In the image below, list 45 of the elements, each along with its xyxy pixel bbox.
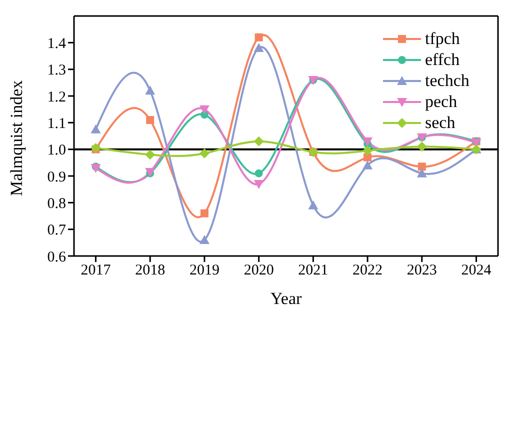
x-tick-label: 2024 (461, 262, 492, 279)
point (90, 124, 101, 134)
y-tick-label: 1.4 (47, 36, 66, 52)
y-tick-label: 1.0 (47, 142, 66, 159)
point (416, 168, 427, 178)
y-tick-label: 1.2 (47, 89, 66, 106)
legend-label: pech (425, 91, 458, 112)
point (199, 148, 210, 158)
legend-label: tfpch (425, 28, 460, 49)
legend-label: techch (425, 70, 470, 91)
x-tick-label: 2019 (189, 262, 220, 279)
point (362, 137, 373, 146)
point (254, 33, 263, 42)
point (199, 235, 210, 244)
y-axis-title: Malmquist index (7, 80, 26, 196)
point (362, 146, 373, 156)
point (364, 153, 372, 162)
point (199, 105, 210, 114)
x-tick-label: 2020 (244, 262, 274, 279)
y-tick-label: 0.8 (47, 196, 66, 212)
x-tick-label: 2021 (298, 262, 328, 279)
x-tick-label: 2017 (80, 262, 112, 279)
x-axis-title: Year (270, 289, 302, 308)
y-tick-label: 0.9 (47, 169, 66, 186)
point (145, 150, 156, 160)
y-tick-label: 0.7 (47, 222, 66, 239)
legend-label: effch (425, 49, 460, 70)
y-tick-label: 0.6 (47, 249, 66, 266)
x-tick-label: 2018 (135, 262, 166, 279)
point (145, 86, 156, 95)
point (416, 142, 427, 152)
point (308, 200, 318, 210)
point (254, 136, 264, 146)
point (254, 43, 264, 52)
point (362, 160, 373, 170)
legend-label: sech (425, 112, 456, 133)
y-tick-label: 1.3 (47, 62, 66, 79)
point (418, 162, 426, 171)
y-tick-label: 1.1 (47, 116, 66, 132)
point (254, 169, 263, 178)
x-tick-label: 2022 (352, 262, 383, 279)
point (146, 116, 154, 124)
point (200, 209, 208, 218)
point (254, 180, 264, 189)
x-tick-label: 2023 (406, 262, 437, 279)
